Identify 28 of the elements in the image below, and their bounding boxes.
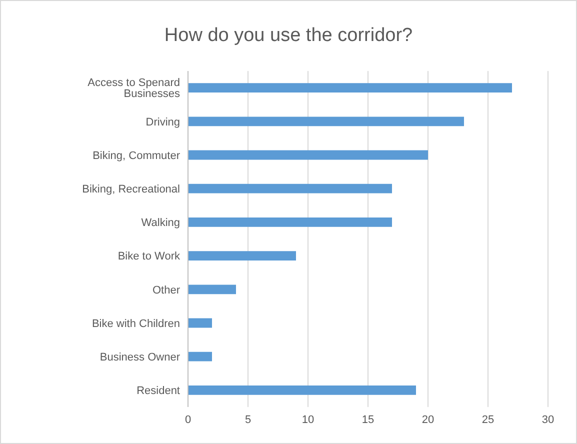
x-tick-label: 15	[362, 414, 374, 426]
y-tick-label: Bike to Work	[118, 250, 180, 263]
x-tick-label: 0	[184, 414, 192, 426]
y-tick-label: Biking, Recreational	[82, 184, 180, 196]
bar	[188, 385, 416, 395]
x-tick-label: 10	[302, 414, 314, 426]
bar	[188, 150, 428, 160]
y-tick-label: Resident	[136, 385, 180, 398]
bar	[188, 116, 464, 126]
y-tick-label: Driving	[146, 116, 180, 128]
x-tick-label: 30	[542, 414, 554, 426]
x-tick-label: 25	[482, 414, 494, 426]
bar	[188, 83, 512, 93]
bar	[188, 284, 236, 294]
bar	[188, 184, 392, 194]
x-tick-label: 20	[422, 414, 434, 426]
y-tick-label: Business Owner	[100, 352, 180, 364]
bar	[188, 217, 392, 227]
chart-title: How do you use the corridor?	[163, 25, 414, 47]
y-tick-label: Biking, Commuter	[92, 150, 180, 162]
x-tick-label: 5	[244, 414, 252, 426]
bar	[188, 318, 212, 328]
y-tick-label: Bike with Children	[92, 318, 180, 330]
y-tick-label: Other	[152, 284, 180, 296]
bar	[188, 352, 212, 362]
bar	[188, 251, 296, 261]
y-tick-label: Walking	[141, 217, 180, 230]
y-tick-label: Access to Spenard Businesses	[88, 77, 180, 100]
